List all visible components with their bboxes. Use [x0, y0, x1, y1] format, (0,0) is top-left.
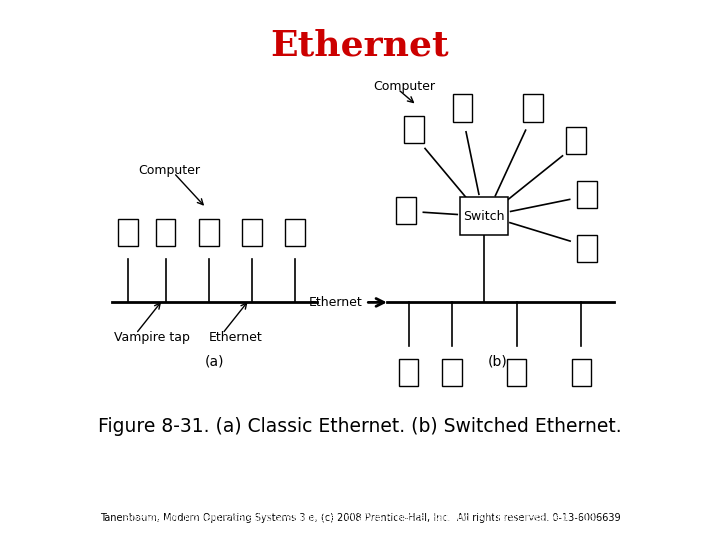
Text: Tanenbaum, Modern Operating Systems 3 e, (c) 2008 Prentice-Hall, Inc.  All right: Tanenbaum, Modern Operating Systems 3 e,…	[121, 514, 599, 523]
Bar	[199, 219, 219, 246]
Text: Ethernet: Ethernet	[271, 29, 449, 63]
Text: Tanenbaum, Modern Operating Systems 3 e, (c) 2008 Prentice-Hall, Inc.  All right: Tanenbaum, Modern Operating Systems 3 e,…	[99, 514, 621, 523]
Text: Vampire tap: Vampire tap	[114, 331, 190, 344]
Bar	[285, 219, 305, 246]
Text: Ethernet: Ethernet	[309, 296, 363, 309]
Text: Computer: Computer	[138, 164, 201, 177]
Text: Figure 8-31. (a) Classic Ethernet. (b) Switched Ethernet.: Figure 8-31. (a) Classic Ethernet. (b) S…	[98, 417, 622, 436]
Bar	[577, 181, 596, 208]
Text: Switch: Switch	[464, 210, 505, 222]
Text: (a): (a)	[204, 355, 224, 369]
Bar	[577, 235, 596, 262]
Bar	[242, 219, 262, 246]
Text: Ethernet: Ethernet	[209, 331, 263, 344]
Bar	[405, 116, 423, 143]
Text: Computer: Computer	[374, 80, 436, 93]
Bar	[572, 359, 591, 386]
Bar	[507, 359, 526, 386]
Bar	[156, 219, 176, 246]
Bar	[442, 359, 462, 386]
Bar	[396, 197, 415, 224]
Bar	[460, 197, 508, 235]
Bar	[566, 127, 586, 154]
Bar	[399, 359, 418, 386]
Bar	[523, 94, 543, 122]
Bar	[453, 94, 472, 122]
Bar	[118, 219, 138, 246]
Text: (b): (b)	[488, 355, 508, 369]
